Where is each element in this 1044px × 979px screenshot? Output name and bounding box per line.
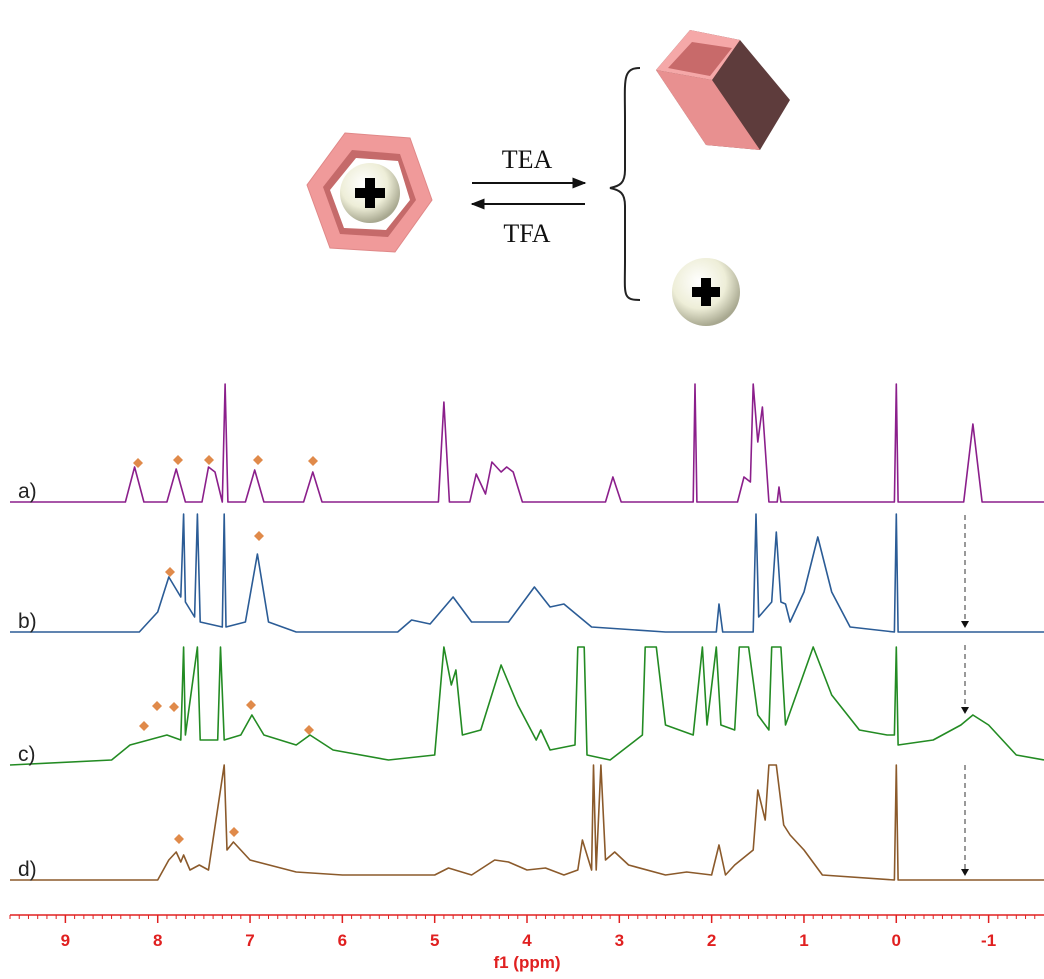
x-tick-label: 7 [245, 931, 254, 950]
spectrum [10, 514, 1044, 632]
peak-marker [139, 721, 149, 731]
peak-marker [169, 702, 179, 712]
spectrum [10, 647, 1044, 765]
x-tick-label: 0 [892, 931, 901, 950]
peak-marker [173, 455, 183, 465]
x-tick-label: 5 [430, 931, 439, 950]
x-tick-label: 9 [61, 931, 70, 950]
x-tick-label: 1 [799, 931, 808, 950]
forward-label: TEA [502, 145, 553, 174]
spectrum-label: c) [18, 743, 36, 766]
x-tick-label: 3 [615, 931, 624, 950]
brace [610, 68, 640, 300]
x-tick-label: 4 [522, 931, 532, 950]
peak-marker [174, 834, 184, 844]
spectrum-label: a) [18, 480, 37, 503]
peak-marker [152, 701, 162, 711]
free-host [656, 30, 790, 150]
x-tick-label: 2 [707, 931, 716, 950]
host-guest-complex [307, 133, 432, 252]
spectrum-label: b) [18, 610, 37, 633]
peak-marker [304, 725, 314, 735]
arrow-head [961, 621, 969, 628]
free-guest [672, 258, 740, 326]
peak-marker [254, 531, 264, 541]
x-axis-label: f1 (ppm) [493, 953, 560, 972]
spectrum-label: d) [18, 858, 37, 881]
peak-marker [229, 827, 239, 837]
arrow-head [961, 707, 969, 714]
figure: TEA TFA f1 (ppm) 9 8 7 6 5 4 3 2 1 0 -1 a) b) c) d) [0, 0, 1044, 979]
x-tick-label: 8 [153, 931, 162, 950]
reverse-label: TFA [503, 219, 550, 248]
peak-marker [165, 567, 175, 577]
spectrum [10, 384, 1044, 502]
arrow-head [961, 869, 969, 876]
peak-marker [253, 455, 263, 465]
x-tick-label: 6 [338, 931, 347, 950]
peak-marker [308, 456, 318, 466]
peak-marker [204, 455, 214, 465]
peak-marker [246, 700, 256, 710]
spectrum [10, 765, 1044, 880]
x-tick-label: -1 [981, 931, 996, 950]
